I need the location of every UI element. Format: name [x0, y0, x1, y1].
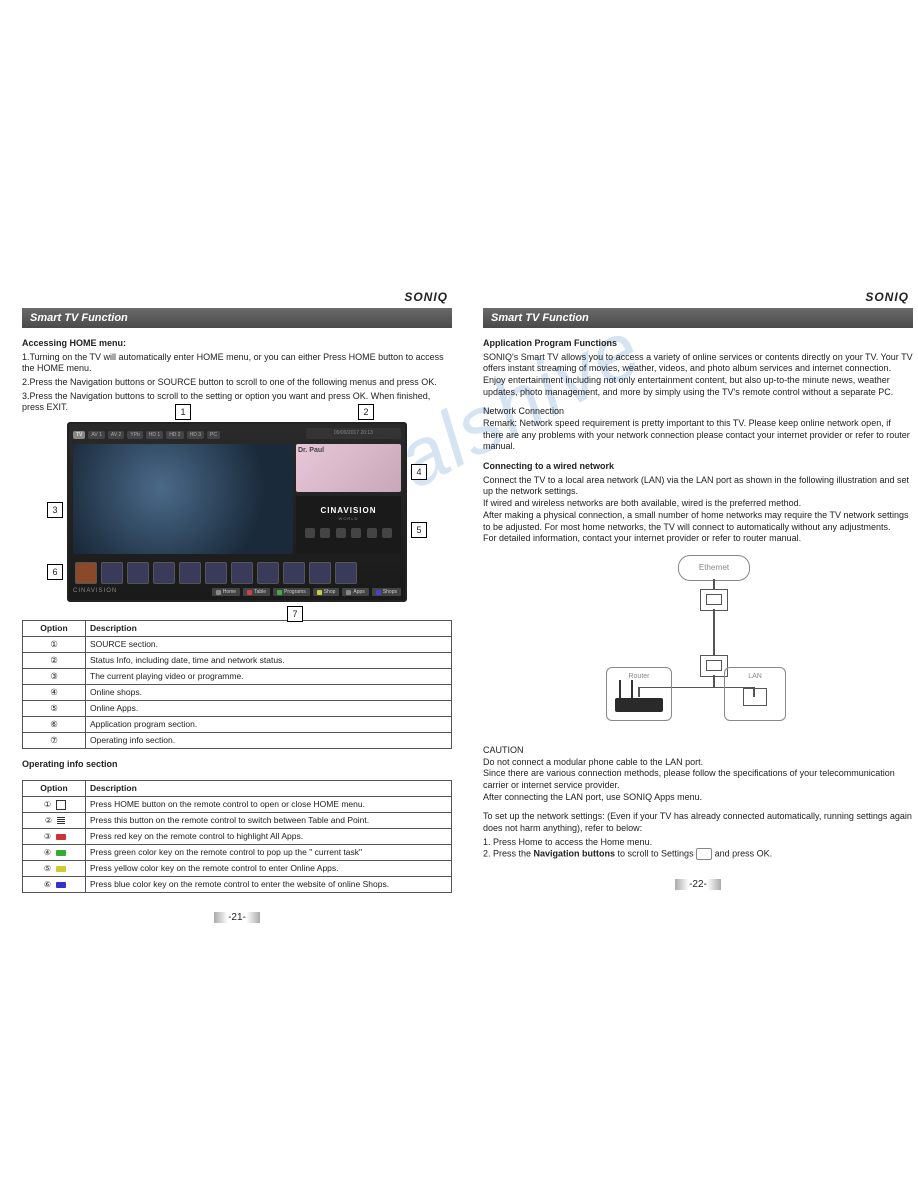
table-row: ①Press HOME button on the remote control… [23, 797, 452, 813]
footer-bar: CINAVISION Home Table Programs Shop Apps… [73, 586, 401, 598]
setup-step: 1. Press Home to access the Home menu. [483, 837, 913, 849]
footer-button: Apps [342, 588, 368, 597]
accessing-title: Accessing HOME menu: [22, 338, 452, 350]
app-title: Application Program Functions [483, 338, 913, 350]
yellow-key-icon [56, 866, 66, 872]
wired-title: Connecting to a wired network [483, 461, 913, 473]
router-box: Router [606, 667, 672, 721]
section-header-left: Smart TV Function [22, 308, 452, 328]
cinavision-panel: CINAVISION WORLD [296, 496, 401, 554]
cina-brand: CINAVISION [320, 506, 376, 515]
footer-button: Programs [273, 588, 310, 597]
net-title: Network Connection [483, 406, 913, 418]
callout-5: 5 [411, 522, 427, 538]
options-table: OptionDescription ①SOURCE section. ②Stat… [22, 620, 452, 749]
router-device-icon [615, 698, 663, 712]
home-icon [56, 800, 66, 810]
home-menu-screenshot: 1 2 3 4 5 6 7 TV AV 1 AV 2 YPb HD 1 HD 2… [67, 422, 407, 602]
lan-port-icon [743, 688, 767, 706]
table-icon [57, 817, 65, 825]
ad-panel: Dr. Paul [296, 444, 401, 492]
video-preview [73, 444, 293, 554]
ops-title: Operating info section [22, 759, 452, 771]
router-label: Router [607, 672, 671, 681]
footer-button: Shop [313, 588, 340, 597]
source-pill: TV [73, 431, 85, 440]
callout-7: 7 [287, 606, 303, 622]
wired-text: If wired and wireless networks are both … [483, 498, 913, 510]
callout-3: 3 [47, 502, 63, 518]
blue-key-icon [56, 882, 66, 888]
table-row: ③Press red key on the remote control to … [23, 829, 452, 845]
table-row: ④Online shops. [23, 685, 452, 701]
source-pill: HD 2 [166, 431, 183, 440]
footer-button: Table [243, 588, 270, 597]
footer-button: Shops [372, 588, 401, 597]
table-row: ⑤Press yellow color key on the remote co… [23, 861, 452, 877]
brand-logo: SONIQ [22, 290, 452, 306]
source-pill: YPb [127, 431, 142, 440]
table-row: ④Press green color key on the remote con… [23, 845, 452, 861]
table-row: ⑦Operating info section. [23, 733, 452, 749]
section-header-right: Smart TV Function [483, 308, 913, 328]
port-icon [700, 589, 728, 611]
caution-text: Since there are various connection metho… [483, 768, 913, 791]
table-row: ⑥Application program section. [23, 717, 452, 733]
th-option: Option [23, 621, 86, 637]
red-key-icon [56, 834, 66, 840]
step-text: 2.Press the Navigation buttons or SOURCE… [22, 377, 452, 389]
wired-text: After making a physical connection, a sm… [483, 510, 913, 533]
caution-title: CAUTION [483, 745, 913, 757]
table-row: ⑤Online Apps. [23, 701, 452, 717]
lan-label: LAN [725, 672, 785, 681]
cina-sub: WORLD [296, 516, 401, 521]
setup-step: 2. Press the Navigation buttons to scrol… [483, 848, 913, 860]
status-bar: 09/09/2017 20:13 [306, 428, 401, 439]
network-diagram: Ethernet Router LAN [598, 555, 798, 735]
brand-logo: SONIQ [483, 290, 913, 306]
callout-4: 4 [411, 464, 427, 480]
caution-text: After connecting the LAN port, use SONIQ… [483, 792, 913, 804]
wired-text: For detailed information, contact your i… [483, 533, 913, 545]
green-key-icon [56, 850, 66, 856]
callout-1: 1 [175, 404, 191, 420]
table-row: ③The current playing video or programme. [23, 669, 452, 685]
page-number: -22- [483, 878, 913, 891]
footer-logo: CINAVISION [73, 588, 117, 596]
wired-text: Connect the TV to a local area network (… [483, 475, 913, 498]
th-desc: Description [86, 781, 452, 797]
setup-intro: To set up the network settings: (Even if… [483, 811, 913, 834]
table-row: ⑥Press blue color key on the remote cont… [23, 877, 452, 893]
net-body: Remark: Network speed requirement is pre… [483, 418, 913, 453]
source-pill: AV 2 [108, 431, 124, 440]
th-desc: Description [86, 621, 452, 637]
step-text: 3.Press the Navigation buttons to scroll… [22, 391, 452, 414]
settings-icon [696, 848, 712, 860]
th-option: Option [23, 781, 86, 797]
app-bar [73, 562, 401, 584]
page-number: -21- [22, 911, 452, 924]
ad-title: Dr. Paul [298, 447, 324, 454]
step-text: 1.Turning on the TV will automatically e… [22, 352, 452, 375]
table-row: ②Status Info, including date, time and n… [23, 653, 452, 669]
table-row: ②Press this button on the remote control… [23, 813, 452, 829]
source-pill: HD 3 [187, 431, 204, 440]
caution-text: Do not connect a modular phone cable to … [483, 757, 913, 769]
callout-2: 2 [358, 404, 374, 420]
table-row: ①SOURCE section. [23, 637, 452, 653]
ethernet-cloud: Ethernet [678, 555, 750, 581]
footer-button: Home [212, 588, 240, 597]
source-pill: HD 1 [146, 431, 163, 440]
lan-box: LAN [724, 667, 786, 721]
source-pill: AV 1 [88, 431, 104, 440]
app-body: SONIQ's Smart TV allows you to access a … [483, 352, 913, 399]
callout-6: 6 [47, 564, 63, 580]
operating-table: OptionDescription ①Press HOME button on … [22, 780, 452, 893]
source-pill: PC [207, 431, 220, 440]
